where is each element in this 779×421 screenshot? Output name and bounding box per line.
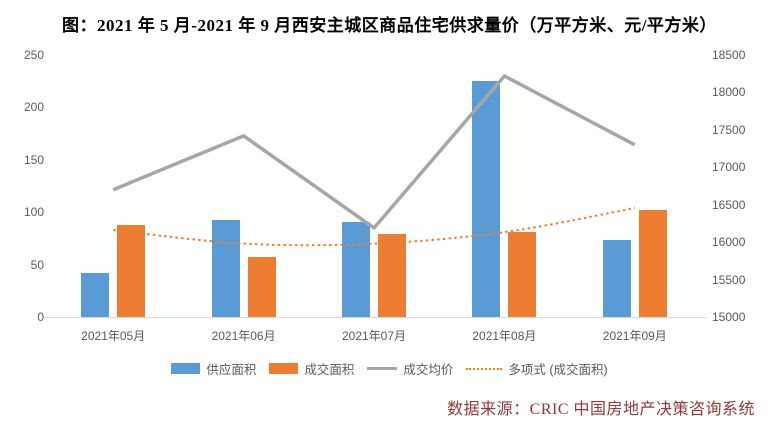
supply-bar (211, 219, 240, 317)
transaction-bar (378, 234, 406, 317)
legend-label-supply: 供应面积 (206, 363, 257, 377)
supply-bar (472, 81, 501, 317)
x-axis-label: 2021年08月 (472, 329, 537, 343)
left-axis-tick: 100 (23, 205, 44, 220)
left-axis-tick: 50 (30, 257, 44, 272)
x-axis-line (44, 317, 706, 318)
transaction-bar (638, 210, 667, 317)
line-series-layer (112, 74, 636, 247)
right-axis-tick: 18000 (712, 85, 746, 100)
price-line-swatch-icon (367, 366, 398, 371)
price-line (112, 74, 636, 230)
supply-bar (602, 240, 631, 317)
left-axis-tick: 200 (23, 100, 44, 115)
right-axis-tick: 17000 (712, 160, 746, 175)
x-axis-label: 2021年06月 (211, 329, 276, 343)
chart-title: 图：2021 年 5 月-2021 年 9 月西安主城区商品住宅供求量价（万平方… (62, 16, 717, 35)
transaction-bar (247, 257, 276, 317)
left-axis-tick: 150 (23, 152, 44, 167)
legend-item-trend: 多项式 (成交面积) (466, 359, 608, 378)
right-axis-tick: 16000 (712, 235, 746, 250)
supply-bar (342, 221, 370, 317)
right-axis-tick: 16500 (712, 197, 746, 212)
legend-item-price: 成交均价 (367, 359, 453, 378)
left-axis-tick: 0 (37, 310, 44, 324)
left-axis-tick: 250 (23, 48, 44, 62)
right-axis-tick: 15500 (712, 272, 746, 287)
supply-bar-swatch-icon (171, 363, 201, 374)
x-axis-label: 2021年09月 (602, 329, 667, 343)
right-axis-tick: 18500 (712, 48, 746, 62)
x-axis-label: 2021年07月 (341, 329, 407, 343)
legend-label-transaction: 成交面积 (304, 363, 355, 377)
transaction-bar (117, 224, 146, 317)
right-axis-tick: 17500 (712, 122, 746, 137)
legend-label-price: 成交均价 (403, 363, 454, 377)
legend-item-transaction: 成交面积 (269, 359, 354, 378)
right-axis-tick: 15000 (712, 310, 746, 324)
trend-dotted-swatch-icon (466, 367, 503, 370)
transaction-bar-swatch-icon (269, 363, 299, 374)
data-source-note: 数据来源：CRIC 中国房地产决策咨询系统 (447, 401, 755, 418)
legend-label-trend: 多项式 (成交面积) (508, 363, 608, 377)
legend-item-supply: 供应面积 (171, 359, 256, 378)
trend-dotted-line (113, 207, 635, 247)
supply-bar (81, 272, 110, 317)
transaction-bar (508, 232, 537, 317)
x-axis-label: 2021年05月 (81, 329, 146, 343)
chart-legend: 供应面积 成交面积 成交均价 多项式 (成交面积) (0, 359, 779, 378)
